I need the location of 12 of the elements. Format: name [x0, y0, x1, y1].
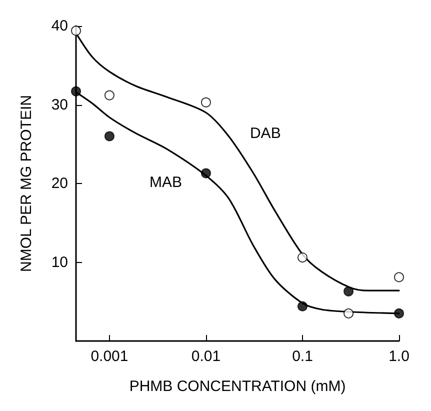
series-label: DAB: [250, 124, 281, 142]
y-tick-label: 40: [51, 18, 68, 34]
x-axis-title: PHMB CONCENTRATION (mM): [129, 378, 346, 395]
y-tick-label: 10: [51, 254, 68, 271]
x-tick-label: 0.01: [191, 348, 221, 365]
y-tick-label: 30: [51, 96, 68, 114]
y-axis-title: NMOL PER MG PROTEIN: [18, 95, 35, 272]
x-tick-label: 0.1: [292, 348, 313, 365]
y-tick-label: 20: [51, 175, 68, 192]
series-label: MAB: [149, 174, 182, 191]
x-tick-label: 1.0: [388, 348, 410, 365]
x-tick-label: 0.001: [90, 348, 128, 365]
